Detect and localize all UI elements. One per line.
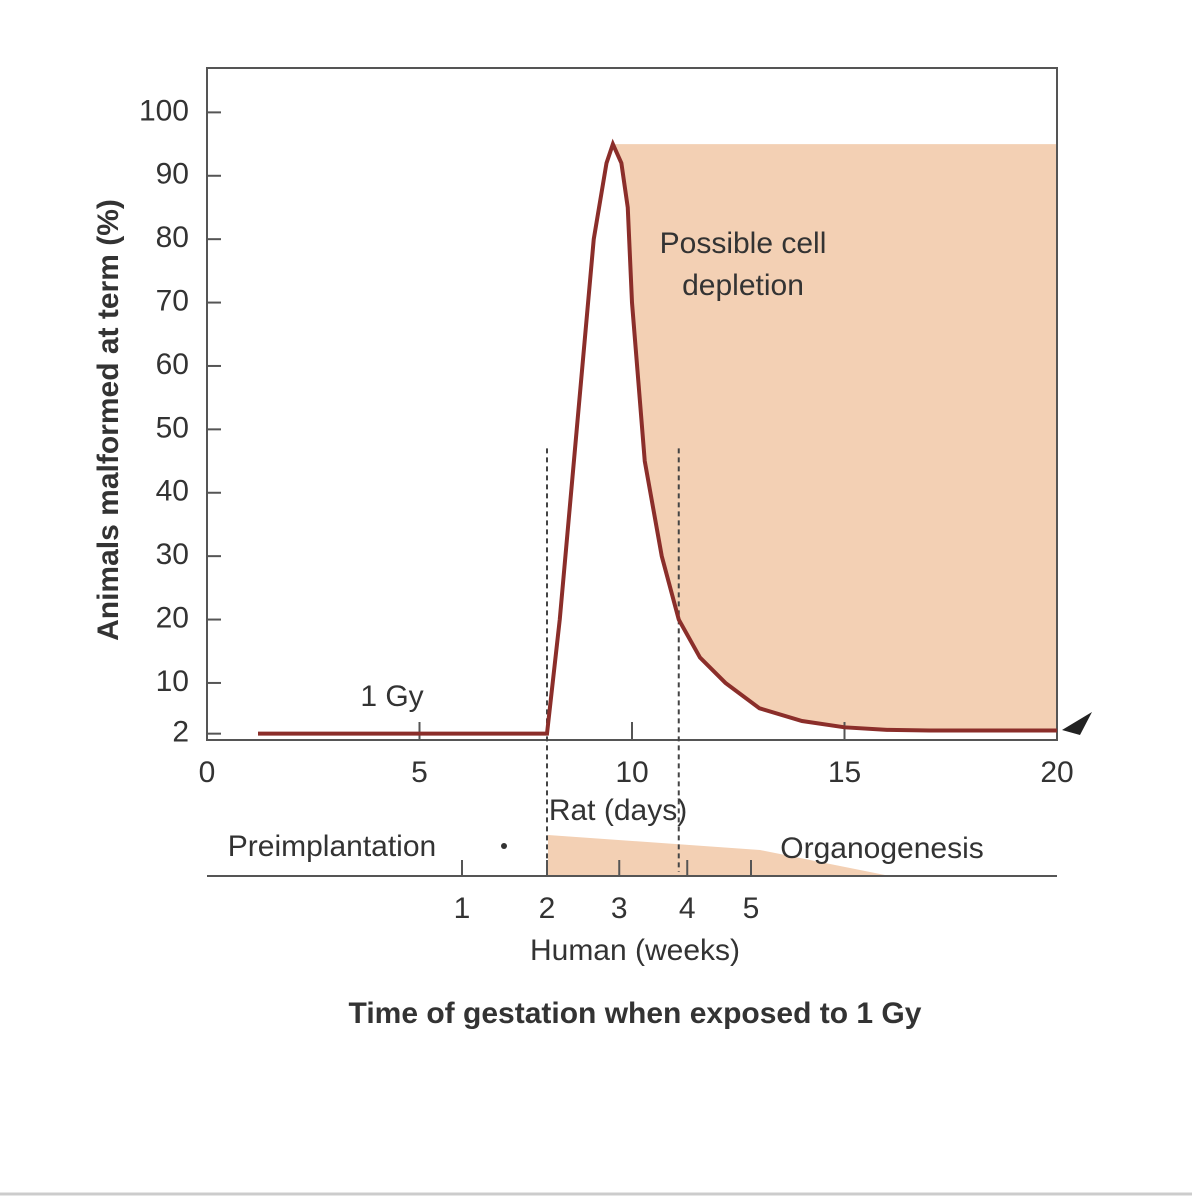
x-tick-label: 20 xyxy=(1040,756,1073,789)
x-tick-label: 5 xyxy=(411,756,428,789)
shade-label: Possible cell depletion xyxy=(660,227,827,302)
line xyxy=(258,138,1057,736)
human-tick-label: 5 xyxy=(743,892,760,925)
x-axis-title: Rat (days) xyxy=(549,794,687,827)
y-tick-label: 20 xyxy=(156,601,189,634)
y-tick-label: 60 xyxy=(156,348,189,381)
x-tick-label: 15 xyxy=(828,756,861,789)
y-tick-label: 70 xyxy=(156,284,189,317)
y-axis-title: Animals malformed at term (%) xyxy=(92,199,125,641)
x-tick-label: 0 xyxy=(199,756,216,789)
human-tick-label: 4 xyxy=(679,892,696,925)
y-tick-label: 80 xyxy=(156,221,189,254)
y-tick-label: 2 xyxy=(172,716,189,749)
stage-label: Preimplantation xyxy=(228,830,436,863)
human-tick-label: 1 xyxy=(454,892,471,925)
human-tick-label: 3 xyxy=(611,892,628,925)
y-tick-label: 100 xyxy=(139,94,189,127)
arrow xyxy=(1062,712,1092,735)
y-tick-label: 40 xyxy=(156,475,189,508)
shade-area xyxy=(612,144,1057,731)
dot xyxy=(501,843,507,849)
y-tick-label: 10 xyxy=(156,665,189,698)
y-tick-label: 90 xyxy=(156,158,189,191)
human-tick-label: 2 xyxy=(539,892,556,925)
series-label: 1 Gy xyxy=(360,680,423,713)
chart-title: Time of gestation when exposed to 1 Gy xyxy=(349,997,922,1030)
stage-label: Organogenesis xyxy=(780,832,983,865)
y-tick-label: 30 xyxy=(156,538,189,571)
human-axis-title: Human (weeks) xyxy=(530,934,740,967)
organogenesis-wedge xyxy=(548,835,890,876)
x-tick-label: 10 xyxy=(615,756,648,789)
y-tick-label: 50 xyxy=(156,411,189,444)
